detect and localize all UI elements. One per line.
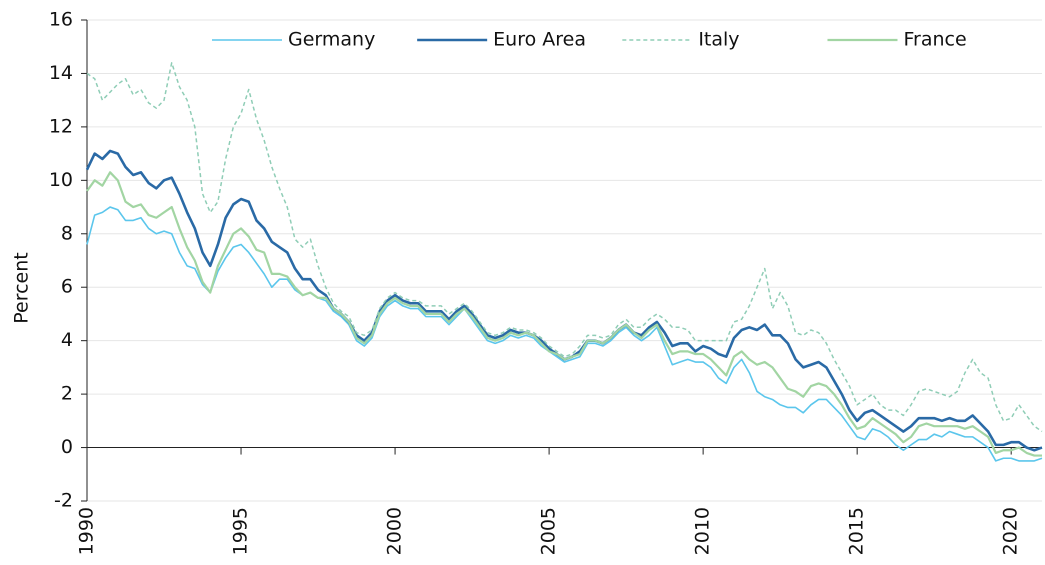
x-tick-label: 2015 — [846, 507, 868, 555]
y-tick-label: 16 — [49, 9, 73, 31]
series-line — [86, 62, 1043, 433]
y-tick-label: 12 — [49, 115, 73, 137]
y-tick-label: 10 — [49, 169, 73, 191]
y-tick-label: 4 — [61, 329, 73, 351]
series-line — [86, 206, 1043, 462]
legend-label: Italy — [698, 29, 739, 51]
x-tick-label: 2010 — [692, 507, 714, 555]
y-tick-label: 2 — [61, 383, 73, 405]
legend-label: France — [903, 29, 966, 51]
legend-label: Germany — [288, 29, 375, 51]
x-tick-label: 2000 — [384, 507, 406, 555]
x-tick-label: 1995 — [230, 507, 252, 555]
x-tick-label: 2005 — [538, 507, 560, 555]
y-axis-title: Percent — [11, 252, 33, 324]
series-line — [85, 149, 1043, 452]
y-tick-label: 8 — [61, 222, 73, 244]
x-tick-label: 1990 — [76, 507, 98, 555]
y-tick-label: 14 — [49, 62, 73, 84]
y-tick-label: -2 — [54, 490, 73, 512]
x-tick-label: 2020 — [1000, 507, 1022, 555]
series-line — [86, 171, 1042, 457]
y-tick-label: 6 — [61, 276, 73, 298]
legend-label: Euro Area — [493, 29, 586, 51]
y-tick-label: 0 — [61, 436, 73, 458]
